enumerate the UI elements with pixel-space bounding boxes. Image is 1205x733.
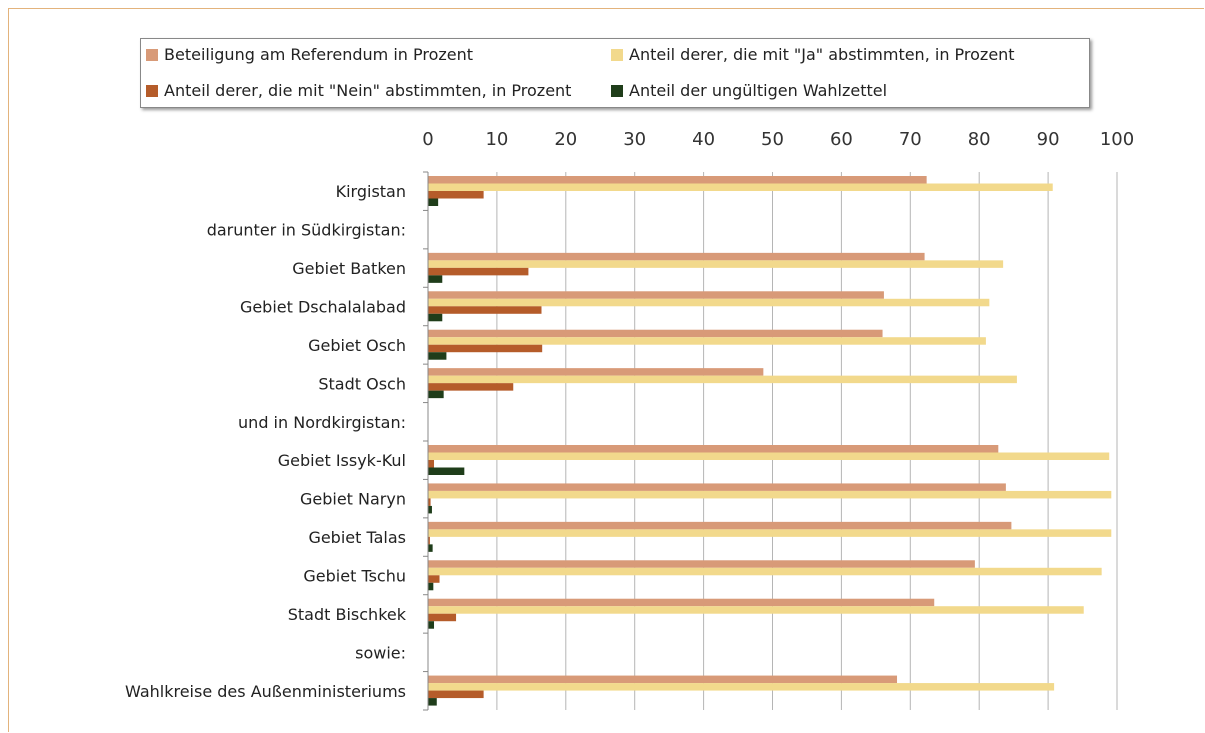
bar-0-10: [428, 560, 975, 568]
category-label-2: Gebiet Batken: [292, 259, 406, 278]
legend-swatch-beteiligung: [146, 48, 158, 61]
legend-swatch-nein: [146, 84, 158, 97]
legend-label-beteiligung: Beteiligung am Referendum in Prozent: [164, 45, 474, 64]
legend-item-beteiligung: Beteiligung am Referendum in Prozent: [146, 45, 473, 64]
legend-label-ja: Anteil derer, die mit "Ja" abstimmten, i…: [629, 45, 1015, 64]
bar-2-3: [428, 306, 542, 314]
x-tick-label-20: 20: [554, 129, 577, 150]
bar-0-9: [428, 521, 1012, 530]
bar-0-3: [428, 291, 884, 299]
bar-3-10: [428, 582, 434, 591]
category-label-0: Kirgistan: [336, 182, 406, 201]
bar-3-5: [428, 390, 444, 399]
x-tick-label-90: 90: [1037, 129, 1060, 150]
bar-0-5: [428, 368, 764, 376]
category-label-8: Gebiet Naryn: [300, 490, 406, 509]
legend-item-ja: Anteil derer, die mit "Ja" abstimmten, i…: [611, 45, 1015, 64]
bar-3-13: [428, 698, 437, 706]
bar-3-0: [428, 198, 439, 206]
category-label-11: Stadt Bischkek: [288, 605, 407, 624]
x-tick-label-80: 80: [968, 129, 991, 150]
legend: Beteiligung am Referendum in Prozent Ant…: [140, 38, 1090, 108]
legend-label-ungueltig: Anteil der ungültigen Wahlzettel: [629, 81, 888, 100]
x-tick-label-70: 70: [899, 129, 922, 150]
x-tick-label-30: 30: [623, 129, 646, 150]
x-tick-label-60: 60: [830, 129, 853, 150]
bar-1-11: [428, 606, 1084, 614]
bar-3-4: [428, 352, 447, 360]
category-label-3: Gebiet Dschalalabad: [240, 298, 406, 317]
bar-0-13: [428, 675, 898, 684]
bar-2-7: [428, 460, 435, 468]
bar-0-4: [428, 329, 883, 338]
x-tick-label-10: 10: [485, 129, 508, 150]
bar-1-4: [428, 337, 986, 345]
legend-item-ungueltig: Anteil der ungültigen Wahlzettel: [611, 81, 887, 100]
x-tick-label-100: 100: [1100, 129, 1134, 150]
bar-3-7: [428, 467, 465, 475]
bar-2-13: [428, 690, 484, 699]
bar-2-9: [428, 536, 430, 545]
bar-0-2: [428, 252, 925, 261]
bar-2-11: [428, 613, 457, 622]
legend-label-nein: Anteil derer, die mit "Nein" abstimmten,…: [164, 81, 572, 100]
bar-0-7: [428, 445, 999, 453]
category-label-13: Wahlkreise des Außenministeriums: [125, 682, 406, 701]
bar-1-2: [428, 260, 1004, 268]
category-label-7: Gebiet Issyk-Kul: [278, 451, 406, 470]
bar-3-2: [428, 275, 443, 283]
bar-1-9: [428, 529, 1112, 537]
category-label-10: Gebiet Tschu: [303, 567, 406, 586]
bar-0-8: [428, 483, 1006, 491]
legend-swatch-ungueltig: [611, 84, 623, 97]
bar-2-2: [428, 267, 529, 276]
bar-2-0: [428, 191, 484, 199]
legend-swatch-ja: [611, 48, 623, 61]
bar-1-7: [428, 452, 1110, 460]
bar-1-5: [428, 375, 1017, 384]
bar-2-4: [428, 344, 543, 353]
bar-3-8: [428, 505, 432, 514]
category-label-12: sowie:: [355, 643, 406, 662]
legend-item-nein: Anteil derer, die mit "Nein" abstimmten,…: [146, 81, 571, 100]
category-label-4: Gebiet Osch: [308, 336, 406, 355]
category-label-5: Stadt Osch: [318, 374, 406, 393]
category-label-6: und in Nordkirgistan:: [238, 413, 406, 432]
bar-2-10: [428, 575, 440, 583]
bar-0-0: [428, 176, 927, 184]
bar-1-8: [428, 490, 1112, 499]
bar-3-11: [428, 621, 435, 629]
bar-3-3: [428, 313, 443, 322]
bar-3-9: [428, 544, 433, 552]
bar-1-0: [428, 183, 1053, 191]
x-tick-label-50: 50: [761, 129, 784, 150]
x-tick-label-40: 40: [692, 129, 715, 150]
bar-2-5: [428, 383, 514, 391]
bar-0-11: [428, 598, 935, 607]
category-label-1: darunter in Südkirgistan:: [207, 221, 406, 240]
category-label-9: Gebiet Talas: [308, 528, 406, 547]
chart-frame: [8, 8, 1204, 732]
bar-1-10: [428, 567, 1102, 576]
x-tick-label-0: 0: [422, 129, 433, 150]
bar-1-13: [428, 683, 1055, 691]
bar-1-3: [428, 298, 990, 307]
bar-2-8: [428, 498, 431, 506]
